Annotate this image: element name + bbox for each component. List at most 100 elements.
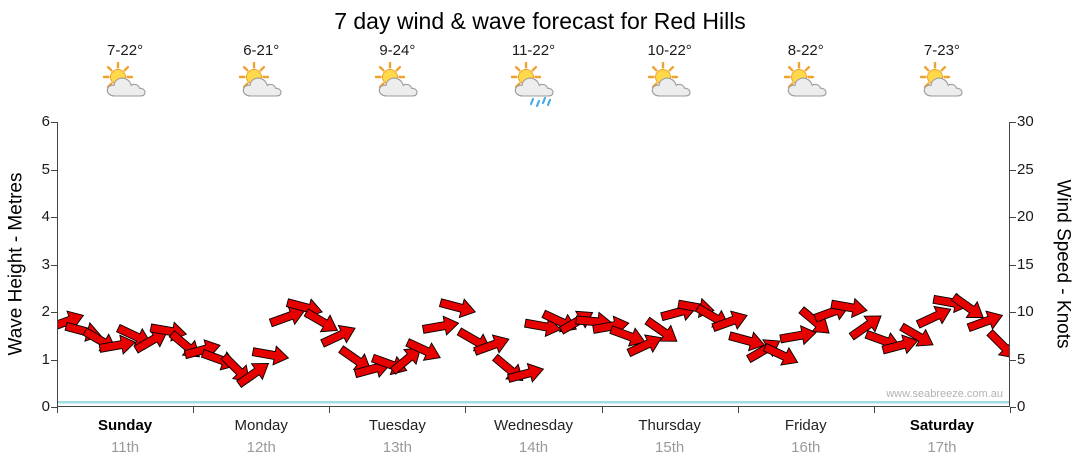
wind-arrow bbox=[950, 293, 984, 319]
wind-arrow bbox=[609, 325, 646, 347]
left-axis-tick-label: 6 bbox=[41, 113, 50, 130]
day-date: 17th bbox=[927, 439, 957, 456]
wind-arrow bbox=[762, 342, 799, 366]
day-date: 12th bbox=[246, 439, 276, 456]
day-date: 14th bbox=[518, 439, 549, 456]
right-axis-tick-label: 30 bbox=[1017, 113, 1034, 130]
wind-arrow bbox=[779, 324, 817, 346]
wind-arrow bbox=[966, 310, 1004, 332]
right-axis-tick-label: 15 bbox=[1017, 255, 1034, 273]
wind-arrow bbox=[915, 305, 952, 329]
right-axis-tick-mark bbox=[1010, 407, 1016, 408]
right-axis-tick-mark bbox=[1010, 359, 1016, 361]
day-name: Wednesday bbox=[494, 417, 573, 434]
wind-arrow bbox=[421, 315, 460, 336]
weather-icon-cell bbox=[874, 62, 1010, 108]
day-boundary-tick-mark bbox=[1010, 407, 1011, 413]
wind-wave-chart bbox=[58, 292, 1009, 404]
left-axis-tick-mark bbox=[51, 169, 57, 171]
weather-icon-cell bbox=[465, 62, 601, 108]
day-temperature-range: 8-22° bbox=[787, 42, 824, 59]
day-boundary-tick-mark bbox=[193, 407, 195, 413]
wind-arrow bbox=[848, 315, 882, 341]
day-column-label: Sunday 11th bbox=[57, 417, 193, 456]
watermark: www.seabreeze.com.au bbox=[886, 388, 1003, 400]
right-axis-tick-label: 20 bbox=[1017, 208, 1034, 225]
right-axis-tick-mark bbox=[1010, 122, 1016, 123]
day-column-label: Tuesday 13th bbox=[329, 417, 465, 456]
day-boundary-tick-mark bbox=[57, 407, 58, 413]
chart-plot-area: www.seabreeze.com.au bbox=[57, 122, 1010, 407]
left-axis-tick-mark bbox=[51, 217, 57, 218]
left-axis-tick-label: 5 bbox=[41, 160, 50, 178]
day-temperature-range: 7-22° bbox=[107, 42, 144, 59]
day-column-label: Wednesday 14th bbox=[465, 417, 601, 456]
day-temperature-range: 7-23° bbox=[923, 42, 960, 59]
sun-cloud-icon bbox=[375, 62, 418, 97]
day-name: Friday bbox=[784, 417, 827, 434]
wind-arrow bbox=[626, 334, 663, 358]
day-column-label: Monday 12th bbox=[193, 417, 329, 456]
day-name: Tuesday bbox=[368, 417, 426, 434]
right-axis-title: Wind Speed - Knots bbox=[1052, 179, 1074, 349]
wind-arrow bbox=[986, 329, 1009, 359]
day-labels-row: Sunday 11th Monday 12th Tuesday 13th Wednesday… bbox=[57, 417, 1010, 456]
left-axis-tick-label: 3 bbox=[41, 255, 50, 273]
day-boundary-tick-mark bbox=[601, 407, 603, 413]
temperature-row: 7-22° 6-21° 9-24° 11-22° 10-22° 8-22° 7-23° bbox=[57, 42, 1010, 59]
wind-arrow bbox=[320, 324, 356, 348]
day-boundary-tick-mark bbox=[873, 407, 875, 413]
day-name: Monday bbox=[234, 417, 288, 434]
wind-arrow bbox=[507, 362, 545, 383]
wind-arrow bbox=[303, 308, 339, 333]
right-axis-tick-mark bbox=[1010, 264, 1016, 266]
day-boundary-tick-mark bbox=[329, 407, 331, 413]
sun-cloud-icon bbox=[783, 62, 827, 97]
wind-arrow bbox=[389, 347, 422, 375]
sun-cloud-icon bbox=[102, 62, 146, 97]
wind-arrow bbox=[830, 297, 868, 319]
wind-arrow bbox=[473, 334, 510, 356]
day-date: 15th bbox=[655, 439, 685, 456]
day-date: 16th bbox=[791, 439, 821, 456]
wind-arrow bbox=[728, 331, 766, 352]
wind-arrow bbox=[98, 334, 137, 355]
wind-arrow bbox=[711, 310, 748, 332]
page-title: 7 day wind & wave forecast for Red Hills bbox=[334, 8, 746, 34]
left-axis-tick-label: 2 bbox=[41, 303, 50, 320]
right-axis-tick-label: 10 bbox=[1017, 303, 1034, 320]
weather-icon-cell bbox=[738, 62, 874, 108]
left-axis-tick-mark bbox=[51, 122, 57, 123]
wind-arrow bbox=[881, 334, 919, 355]
weather-icon-cell bbox=[57, 62, 193, 108]
day-temperature-range: 9-24° bbox=[379, 42, 416, 59]
sun-cloud-rain-icon bbox=[511, 62, 554, 108]
day-temperature-range: 11-22° bbox=[511, 42, 556, 59]
left-axis-tick-mark bbox=[51, 312, 57, 313]
right-axis-tick-mark bbox=[1010, 312, 1016, 313]
sun-cloud-icon bbox=[919, 62, 963, 97]
wind-arrow bbox=[899, 322, 934, 347]
day-date: 13th bbox=[382, 439, 412, 456]
day-boundary-tick-mark bbox=[465, 407, 467, 413]
day-temperature-range: 10-22° bbox=[647, 42, 692, 59]
weather-icon-cell bbox=[193, 62, 329, 108]
day-name: Thursday bbox=[638, 417, 701, 434]
weather-icons-row bbox=[57, 62, 1010, 108]
wind-arrow bbox=[268, 305, 306, 328]
wind-arrow bbox=[492, 353, 524, 382]
wind-arrow bbox=[644, 316, 678, 342]
wind-arrow bbox=[236, 363, 270, 389]
day-date: 11th bbox=[111, 439, 140, 456]
right-axis-tick-label: 0 bbox=[1017, 398, 1026, 415]
left-axis-tick-mark bbox=[51, 264, 57, 266]
wind-arrow bbox=[405, 338, 441, 361]
day-boundary-tick-mark bbox=[737, 407, 739, 413]
left-axis-tick-mark bbox=[51, 359, 57, 361]
right-axis-tick-mark bbox=[1010, 169, 1016, 171]
sun-cloud-icon bbox=[239, 62, 282, 97]
weather-icon-cell bbox=[329, 62, 465, 108]
sun-cloud-icon bbox=[647, 62, 691, 97]
left-axis-tick-label: 1 bbox=[41, 350, 50, 368]
